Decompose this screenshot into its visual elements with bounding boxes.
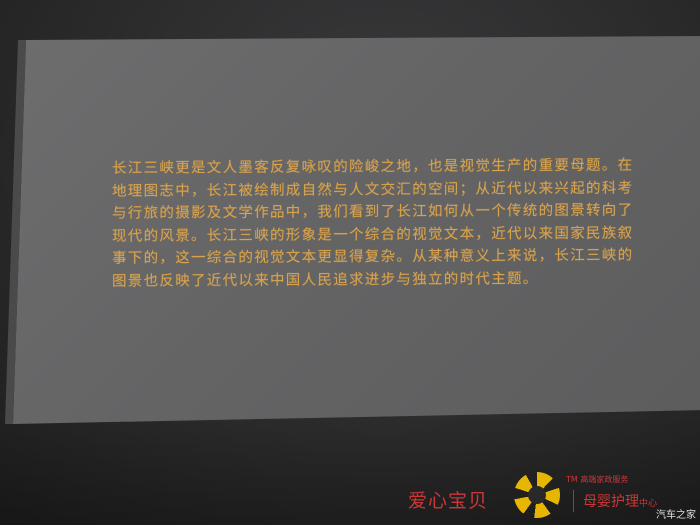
plaque-text: 长江三峡更是文人墨客反复咏叹的险峻之地，也是视觉生产的重要母题。在 地理图志中，… bbox=[112, 154, 672, 292]
watermark-brand: 爱心宝贝 bbox=[408, 490, 489, 512]
exhibit-plaque bbox=[13, 36, 700, 424]
plaque-line-1: 长江三峡更是文人墨客反复咏叹的险峻之地，也是视觉生产的重要母题。在 bbox=[112, 157, 634, 177]
watermark-site: 汽车之家 bbox=[656, 510, 696, 521]
watermark-tagline-main: 母婴护理 bbox=[583, 494, 639, 510]
sun-ring-logo-icon bbox=[514, 472, 560, 518]
watermark-tagline-suffix: 中心 bbox=[639, 499, 658, 509]
watermark-tm: TM 高端家政服务 bbox=[566, 475, 629, 484]
plaque-line-5: 事下的，这一综合的视觉文本更显得复杂。从某种意义上来说，长江三峡的 bbox=[112, 247, 634, 267]
watermark: 爱心宝贝 TM 高端家政服务 母婴护理中心 汽车之家 bbox=[408, 464, 700, 525]
plaque-line-3: 与行旅的摄影及文学作品中，我们看到了长江如何从一个传统的图景转向了 bbox=[112, 202, 634, 222]
watermark-divider bbox=[573, 490, 574, 512]
watermark-tagline: 母婴护理中心 bbox=[583, 491, 657, 511]
plaque-line-6: 图景也反映了近代以来中国人民追求进步与独立的时代主题。 bbox=[112, 270, 539, 290]
wall-shadow bbox=[0, 415, 700, 525]
